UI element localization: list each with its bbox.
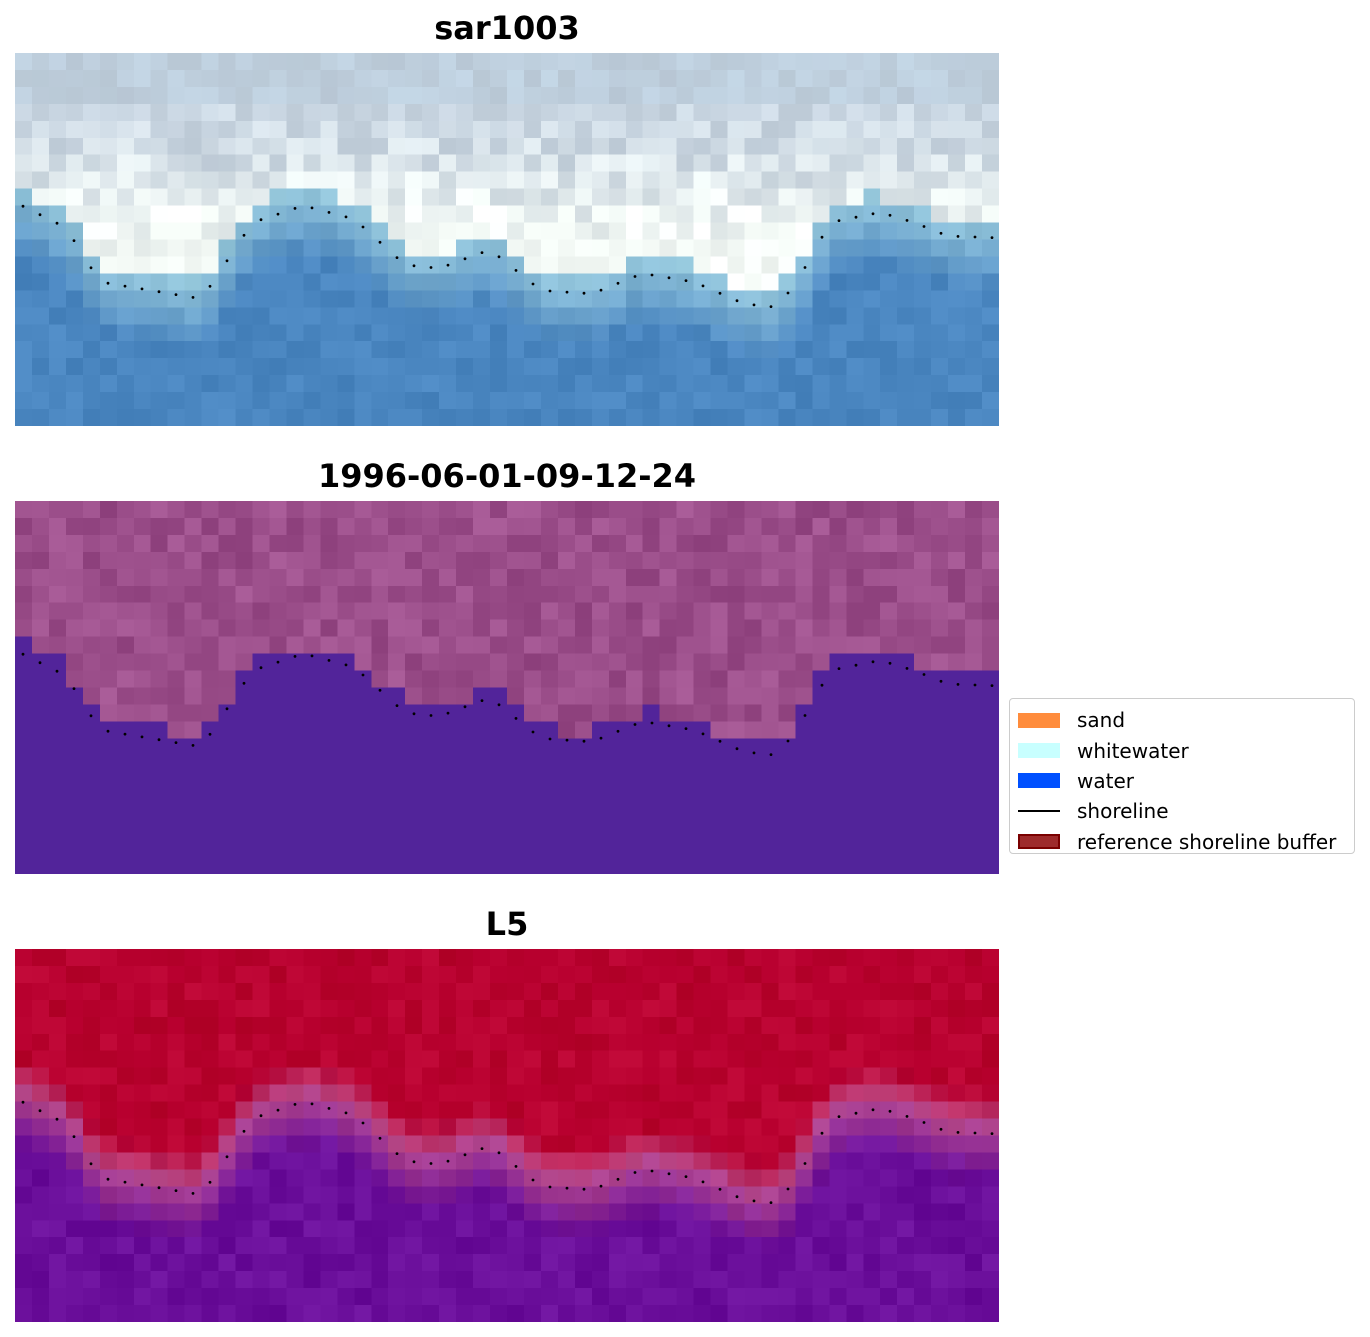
legend-item-shoreline: shoreline	[1018, 796, 1346, 826]
legend-item-reference-buffer: reference shoreline buffer	[1018, 827, 1346, 857]
legend-item-whitewater: whitewater	[1018, 735, 1346, 765]
sand-swatch	[1018, 712, 1060, 728]
legend-label-reference-buffer: reference shoreline buffer	[1077, 829, 1337, 854]
rgb-image-panel	[15, 53, 999, 426]
panel-title-3: L5	[485, 905, 529, 943]
legend-item-sand: sand	[1018, 705, 1346, 735]
legend-label-sand: sand	[1077, 708, 1126, 733]
water-swatch	[1018, 773, 1060, 789]
shoreline-line-icon	[1018, 810, 1060, 813]
legend-label-shoreline: shoreline	[1077, 799, 1169, 824]
reference-buffer-swatch	[1018, 834, 1060, 850]
legend-item-water: water	[1018, 766, 1346, 796]
legend-label-whitewater: whitewater	[1077, 738, 1189, 763]
panel-title-2: 1996-06-01-09-12-24	[317, 457, 697, 495]
whitewater-swatch	[1018, 743, 1060, 759]
legend: sand whitewater water shoreline referenc…	[1009, 698, 1355, 854]
probability-image-panel	[15, 949, 999, 1322]
panel-title-1: sar1003	[434, 9, 580, 47]
legend-label-water: water	[1077, 768, 1134, 793]
classification-image-panel	[15, 501, 999, 874]
